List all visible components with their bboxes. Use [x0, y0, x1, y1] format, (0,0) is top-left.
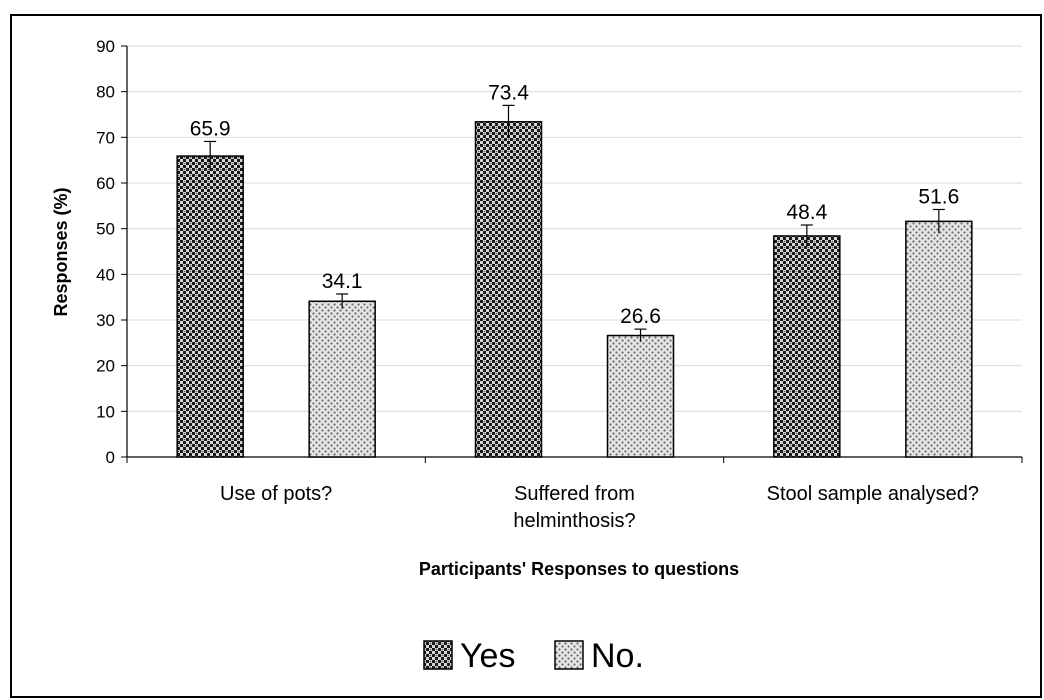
y-tick-label: 40 [96, 265, 115, 284]
bar-no [308, 300, 376, 458]
data-label: 73.4 [488, 81, 529, 104]
legend-label: Yes [460, 637, 515, 675]
y-axis-title: Responses (%) [51, 187, 71, 316]
bar-yes [474, 121, 543, 458]
data-label: 65.9 [190, 117, 231, 140]
legend-label: No. [591, 637, 644, 675]
y-tick-label: 0 [106, 448, 115, 467]
data-label: 34.1 [322, 270, 363, 293]
gridlines [127, 45, 1022, 412]
legend-swatch-no [554, 640, 584, 670]
bars [176, 104, 973, 458]
bar-yes [176, 155, 244, 458]
y-tick-label: 60 [96, 174, 115, 193]
category-label: Suffered from [514, 483, 635, 505]
data-label: 51.6 [918, 185, 959, 208]
category-label: helminthosis? [513, 510, 635, 532]
y-tick-label: 10 [96, 402, 115, 421]
y-tick-label: 70 [96, 128, 115, 147]
data-label: 48.4 [786, 201, 827, 224]
legend: Yes No. [423, 637, 644, 675]
x-axis-title: Participants' Responses to questions [419, 559, 739, 579]
bar-yes [773, 235, 841, 458]
category-label: Stool sample analysed? [767, 483, 979, 505]
legend-swatch-yes [423, 640, 453, 670]
labels: Use of pots? Suffered from helminthosis? St… [190, 81, 979, 532]
bar-no [905, 220, 973, 458]
axes: 0 10 20 30 40 50 60 70 80 90 [96, 37, 1023, 467]
y-tick-label: 80 [96, 83, 115, 102]
y-tick-label: 20 [96, 357, 115, 376]
y-tick-label: 50 [96, 220, 115, 239]
category-label: Use of pots? [220, 483, 332, 505]
y-tick-label: 90 [96, 37, 115, 56]
bar-no [606, 334, 675, 458]
data-label: 26.6 [620, 305, 661, 328]
y-tick-label: 30 [96, 311, 115, 330]
